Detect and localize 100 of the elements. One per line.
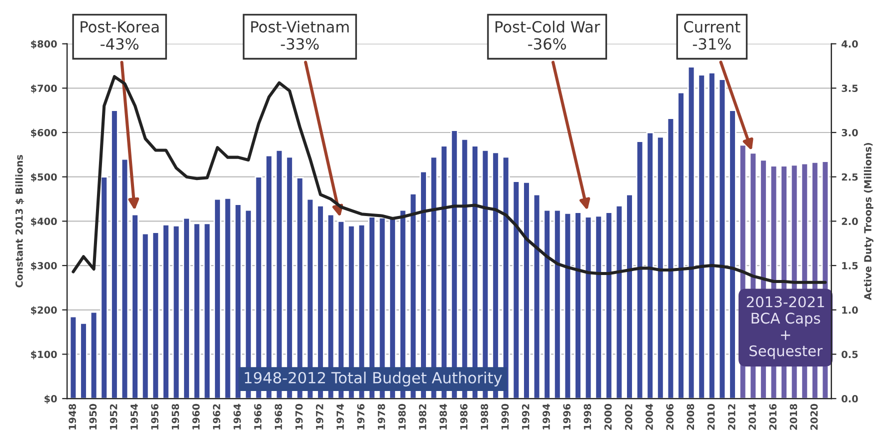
x-tick-label: 1966 bbox=[254, 404, 262, 430]
x-tick-label: 1968 bbox=[274, 404, 282, 430]
bar bbox=[502, 156, 510, 399]
x-tick-label: 2010 bbox=[707, 404, 715, 430]
bar bbox=[172, 224, 180, 399]
x-tick-label: 1976 bbox=[357, 404, 364, 430]
x-tick-label: 1964 bbox=[234, 404, 241, 430]
bar bbox=[224, 197, 232, 399]
x-tick-label: 1972 bbox=[316, 404, 324, 430]
y2-tick-label: 0.5 bbox=[842, 350, 858, 358]
y-tick-label: $400 bbox=[31, 217, 57, 226]
x-tick-label: 1956 bbox=[151, 404, 158, 430]
y-axis-title: Constant 2013 $ Billions bbox=[15, 154, 24, 288]
x-tick-label: 1952 bbox=[110, 404, 118, 430]
bar bbox=[131, 214, 139, 399]
annotation: Post-Korea -43% bbox=[80, 21, 159, 50]
bar bbox=[69, 316, 78, 399]
x-tick-label: 1962 bbox=[212, 404, 220, 430]
bar bbox=[728, 110, 736, 399]
bar bbox=[656, 136, 664, 399]
bar bbox=[543, 209, 551, 399]
x-tick-label: 1958 bbox=[172, 404, 180, 430]
bar bbox=[512, 180, 520, 399]
x-tick-label: 1990 bbox=[501, 404, 509, 430]
y2-tick-label: 1.0 bbox=[842, 306, 858, 314]
bar bbox=[90, 311, 98, 399]
y-tick-label: $0 bbox=[44, 394, 57, 404]
bar bbox=[584, 216, 592, 399]
x-tick-label: 1980 bbox=[398, 404, 406, 430]
x-tick-label: 1950 bbox=[89, 404, 97, 430]
bar bbox=[718, 78, 726, 399]
y-tick-label: $300 bbox=[31, 262, 57, 271]
bar bbox=[564, 212, 572, 399]
annotation: Post-Vietnam -33% bbox=[251, 20, 349, 50]
y-tick-label: $500 bbox=[31, 173, 57, 182]
y2-tick-label: 2.0 bbox=[842, 218, 858, 226]
x-tick-label: 2006 bbox=[666, 404, 674, 430]
bar bbox=[110, 110, 118, 399]
bar bbox=[120, 158, 129, 399]
bar bbox=[141, 232, 150, 399]
y2-axis-title: Active Duty Troops (Millions) bbox=[864, 142, 874, 300]
x-tick-label: 2004 bbox=[646, 404, 653, 430]
x-tick-label: 2000 bbox=[604, 404, 612, 430]
y-tick-label: $600 bbox=[31, 128, 57, 138]
x-tick-label: 1954 bbox=[130, 404, 138, 430]
bar bbox=[677, 92, 685, 399]
bar bbox=[162, 224, 170, 399]
x-tick-label: 1978 bbox=[378, 404, 386, 430]
y2-tick-label: 3.0 bbox=[842, 128, 858, 136]
y-tick-label: $800 bbox=[31, 40, 57, 49]
y2-tick-label: 4.0 bbox=[842, 40, 858, 48]
bar bbox=[203, 222, 212, 399]
bar bbox=[100, 176, 108, 399]
x-tick-label: 2014 bbox=[748, 404, 756, 430]
x-tick-label: 1960 bbox=[192, 404, 200, 430]
x-tick-label: 1984 bbox=[440, 404, 447, 430]
bar bbox=[214, 198, 222, 399]
annotation: Current -31% bbox=[684, 21, 740, 50]
y-tick-label: $200 bbox=[31, 306, 57, 316]
x-tick-label: 1986 bbox=[460, 404, 468, 430]
bar bbox=[687, 66, 696, 399]
bar bbox=[182, 217, 190, 399]
annotation: 1948-2012 Total Budget Authority bbox=[244, 372, 502, 386]
bar bbox=[594, 215, 602, 399]
bar bbox=[605, 212, 613, 399]
bar bbox=[532, 194, 541, 399]
x-tick-label: 2012 bbox=[728, 404, 736, 430]
y2-tick-label: 2.5 bbox=[842, 173, 858, 181]
y2-tick-label: 1.5 bbox=[842, 262, 858, 270]
x-tick-label: 1998 bbox=[584, 404, 592, 430]
y2-tick-label: 0.0 bbox=[842, 395, 858, 402]
x-tick-label: 1988 bbox=[480, 404, 488, 430]
bar bbox=[192, 222, 201, 399]
x-tick-label: 1994 bbox=[542, 404, 550, 430]
bar bbox=[554, 209, 562, 399]
annotation: Post-Cold War -36% bbox=[496, 20, 600, 50]
x-tick-label: 2008 bbox=[686, 404, 694, 430]
bar bbox=[708, 72, 716, 399]
x-tick-label: 1992 bbox=[522, 404, 530, 430]
bar bbox=[615, 204, 624, 399]
bar bbox=[626, 194, 634, 399]
bar bbox=[698, 74, 706, 399]
bar bbox=[636, 140, 644, 399]
x-tick-label: 2020 bbox=[810, 404, 818, 430]
x-tick-label: 1982 bbox=[418, 404, 426, 430]
x-tick-label: 1948 bbox=[68, 404, 76, 430]
bar bbox=[574, 212, 582, 399]
bar bbox=[152, 232, 160, 399]
x-tick-label: 1970 bbox=[295, 404, 303, 430]
bar bbox=[522, 181, 530, 399]
bar bbox=[234, 204, 242, 399]
bar bbox=[646, 132, 654, 399]
y2-tick-label: 3.5 bbox=[842, 84, 858, 92]
bar bbox=[80, 322, 88, 399]
line-series bbox=[72, 75, 827, 284]
x-tick-label: 1974 bbox=[336, 404, 344, 430]
x-tick-label: 2002 bbox=[624, 404, 632, 430]
x-tick-label: 2018 bbox=[790, 404, 798, 430]
x-tick-label: 1996 bbox=[563, 404, 571, 430]
annotation: 2013-2021 BCA Caps + Sequester bbox=[746, 296, 824, 360]
